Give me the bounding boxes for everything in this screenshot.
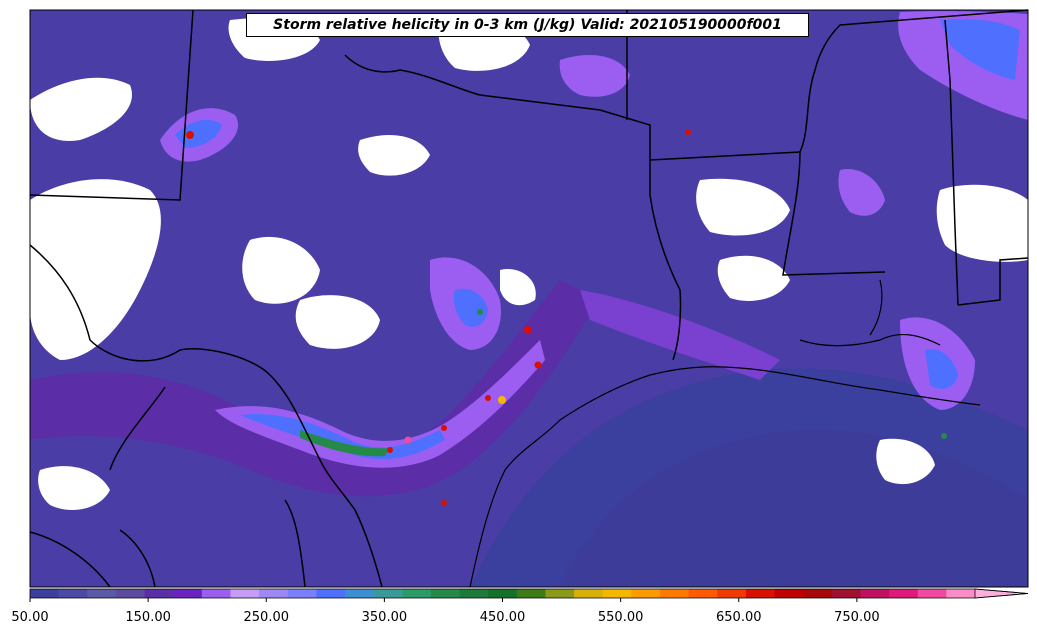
- colorbar-segment: [745, 589, 776, 598]
- colorbar-tick-label: 350.00: [361, 610, 408, 625]
- colorbar-segment: [946, 589, 976, 598]
- colorbar: [29, 588, 1029, 602]
- colorbar-segment: [459, 589, 489, 598]
- coastline: [469, 279, 981, 588]
- colorbar-segment: [688, 589, 718, 598]
- map-title: Storm relative helicity in 0-3 km (J/kg)…: [246, 13, 809, 37]
- colorbar-extend-arrow: [974, 588, 1029, 599]
- colorbar-segment: [430, 589, 461, 598]
- colorbar-tick-label: 650.00: [716, 610, 762, 625]
- colorbar-segment: [173, 589, 203, 598]
- colorbar-tick-label: 550.00: [597, 610, 644, 625]
- colorbar-segment: [860, 589, 890, 598]
- colorbar-segment: [402, 589, 432, 598]
- colorbar-segment: [717, 589, 747, 598]
- colorbar-segment: [30, 589, 60, 598]
- colorbar-segment: [889, 589, 919, 598]
- colorbar-segment: [58, 589, 88, 598]
- colorbar-segment: [574, 589, 604, 598]
- colorbar-segment: [87, 589, 117, 598]
- colorbar-tick-label: 450.00: [479, 610, 526, 625]
- colorbar-tick-label: 150.00: [125, 610, 171, 625]
- colorbar-tick-label: 50.00: [11, 610, 49, 625]
- colorbar-segment: [115, 589, 146, 598]
- colorbar-segment: [803, 589, 833, 598]
- colorbar-segment: [545, 589, 575, 598]
- colorbar-tick-label: 750.00: [834, 610, 880, 625]
- colorbar-segment: [144, 589, 174, 598]
- colorbar-segment: [345, 589, 375, 598]
- colorbar-segment: [287, 589, 317, 598]
- colorbar-tick-label: 250.00: [243, 610, 290, 625]
- colorbar-segment: [201, 589, 231, 598]
- colorbar-segment: [259, 589, 289, 598]
- colorbar-segment: [516, 589, 546, 598]
- colorbar-segment: [917, 589, 947, 598]
- colorbar-segment: [488, 589, 518, 598]
- colorbar-segment: [774, 589, 804, 598]
- colorbar-segment: [602, 589, 632, 598]
- helicity-fill: [30, 10, 1028, 587]
- colorbar-segment: [831, 589, 861, 598]
- colorbar-segment: [316, 589, 346, 598]
- state-boundaries: [29, 9, 1029, 588]
- colorbar-segment: [660, 589, 690, 598]
- colorbar-segment: [230, 589, 260, 598]
- colorbar-segment: [373, 589, 403, 598]
- colorbar-segment: [631, 589, 661, 598]
